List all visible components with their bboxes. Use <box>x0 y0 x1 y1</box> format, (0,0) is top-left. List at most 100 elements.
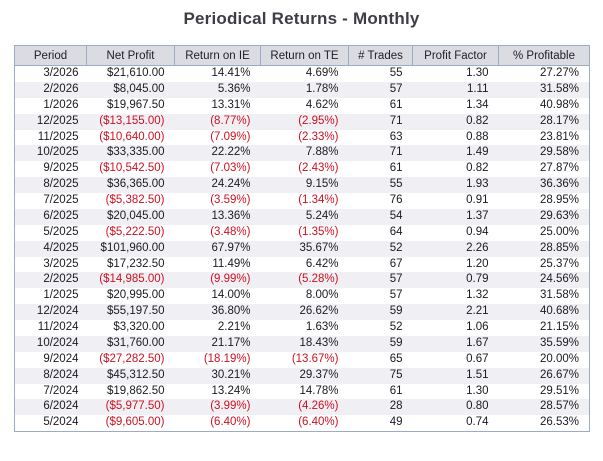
cell-trades: 61 <box>389 384 403 397</box>
cell-trades: 59 <box>389 336 403 349</box>
table-row: 10/2025 $33,335.00 22.22% 7.88% 71 1.49 29.58% <box>14 145 590 162</box>
cell-return-on-te: (2.33%) <box>298 130 339 143</box>
cell-trades: 49 <box>389 416 403 429</box>
cell-return-on-te: (5.28%) <box>298 273 339 286</box>
cell-return-on-ie: 14.00% <box>211 289 251 302</box>
cell-pct-profitable: 24.56% <box>539 273 579 286</box>
cell-return-on-te: (6.40%) <box>298 416 339 429</box>
cell-trades: 55 <box>389 178 403 191</box>
cell-pct-profitable: 27.87% <box>539 162 579 175</box>
cell-period: 1/2026 <box>43 98 79 111</box>
cell-return-on-te: 1.78% <box>305 82 339 95</box>
cell-period: 10/2024 <box>36 336 79 349</box>
table-row: 9/2025 ($10,542.50) (7.03%) (2.43%) 61 0.82 27… <box>15 161 590 177</box>
cell-return-on-te: 8.00% <box>305 289 339 302</box>
cell-return-on-te: 9.15% <box>305 178 339 191</box>
cell-pct-profitable: 31.58% <box>539 82 579 95</box>
cell-net-profit: ($14,985.00) <box>99 273 165 286</box>
cell-period: 7/2025 <box>43 194 79 206</box>
periodical-returns-table: Period Net Profit Return on IE Return on… <box>14 45 590 433</box>
cell-pct-profitable: 28.85% <box>539 241 579 254</box>
cell-return-on-ie: 22.22% <box>211 146 251 159</box>
cell-net-profit: $45,312.50 <box>106 368 165 381</box>
table-row: 1/2026 $19,967.50 13.31% 4.62% 61 1.34 40.98% <box>15 98 590 114</box>
column-header-profit-factor: Profit Factor <box>412 45 499 66</box>
cell-period: 5/2024 <box>43 416 79 429</box>
cell-return-on-ie: (3.99%) <box>210 400 251 413</box>
cell-pct-profitable: 25.00% <box>539 225 579 238</box>
cell-period: 12/2024 <box>36 305 79 318</box>
cell-profit-factor: 0.88 <box>466 130 489 143</box>
cell-pct-profitable: 26.67% <box>539 368 579 381</box>
cell-return-on-te: 5.24% <box>305 209 339 222</box>
cell-pct-profitable: 26.53% <box>539 416 579 429</box>
table-row: 3/2026 $21,610.00 14.41% 4.69% 55 1.30 27.27% <box>15 66 590 82</box>
table-row: 11/2025 ($10,640.00) (7.09%) (2.33%) 63 0.88 2… <box>15 130 590 146</box>
cell-net-profit: ($10,640.00) <box>99 130 165 143</box>
cell-return-on-te: 35.67% <box>299 241 339 254</box>
cell-net-profit: $36,365.00 <box>106 178 165 191</box>
cell-period: 9/2025 <box>43 162 79 175</box>
cell-pct-profitable: 40.68% <box>539 305 579 318</box>
table-row: 5/2025 ($5,222.50) (3.48%) (1.35%) 64 0.94 25.… <box>15 225 590 241</box>
cell-return-on-ie: (9.99%) <box>210 273 251 286</box>
table-row: 5/2024 ($9,605.00) (6.40%) (6.40%) 49 0.74 26.… <box>15 415 590 431</box>
cell-return-on-te: (4.26%) <box>298 400 339 413</box>
column-header-period: Period <box>14 45 87 66</box>
cell-profit-factor: 1.30 <box>466 384 489 397</box>
cell-pct-profitable: 36.36% <box>539 178 579 191</box>
cell-net-profit: ($27,282.50) <box>99 352 165 365</box>
column-header-return-on-ie: Return on IE <box>174 45 261 66</box>
column-header-net-profit: Net Profit <box>86 45 175 66</box>
cell-profit-factor: 0.91 <box>466 194 489 206</box>
cell-pct-profitable: 35.59% <box>539 336 579 349</box>
cell-period: 11/2024 <box>37 321 79 333</box>
cell-pct-profitable: 21.15% <box>539 321 579 333</box>
cell-return-on-te: 18.43% <box>299 336 339 349</box>
cell-trades: 54 <box>389 209 403 222</box>
cell-return-on-te: 7.88% <box>305 146 339 159</box>
cell-period: 11/2025 <box>37 130 79 143</box>
cell-pct-profitable: 23.81% <box>539 130 579 143</box>
cell-profit-factor: 0.94 <box>466 225 489 238</box>
table-row: 3/2025 $17,232.50 11.49% 6.42% 67 1.20 25.37% <box>15 257 590 273</box>
cell-period: 10/2025 <box>36 146 79 159</box>
cell-pct-profitable: 40.98% <box>539 98 579 111</box>
cell-return-on-ie: 13.31% <box>211 98 251 111</box>
table-row: 12/2024 $55,197.50 36.80% 26.62% 59 2.21 40.68… <box>14 304 590 320</box>
header-row: Period Net Profit Return on IE Return on… <box>14 45 590 66</box>
cell-net-profit: ($10,542.50) <box>99 162 165 175</box>
cell-pct-profitable: 29.51% <box>539 384 579 397</box>
cell-return-on-ie: 30.21% <box>211 368 251 381</box>
cell-trades: 71 <box>389 146 403 159</box>
cell-trades: 76 <box>389 194 403 206</box>
cell-net-profit: ($5,222.50) <box>105 225 165 238</box>
cell-profit-factor: 0.82 <box>466 114 489 127</box>
cell-profit-factor: 0.79 <box>466 273 489 286</box>
table-row: 2/2025 ($14,985.00) (9.99%) (5.28%) 57 0.79 24… <box>14 272 590 289</box>
cell-period: 2/2025 <box>43 273 79 286</box>
cell-period: 5/2025 <box>43 225 79 238</box>
cell-return-on-ie: 13.24% <box>211 384 251 397</box>
cell-return-on-ie: 13.36% <box>211 209 251 222</box>
cell-profit-factor: 2.26 <box>466 241 489 254</box>
cell-profit-factor: 0.67 <box>466 352 489 365</box>
cell-net-profit: $55,197.50 <box>106 305 165 318</box>
cell-profit-factor: 1.49 <box>466 146 489 159</box>
cell-period: 2/2026 <box>43 82 79 95</box>
cell-net-profit: $21,610.00 <box>106 67 165 79</box>
cell-net-profit: $8,045.00 <box>113 82 165 95</box>
cell-pct-profitable: 25.37% <box>539 257 579 270</box>
cell-period: 1/2025 <box>43 289 79 302</box>
cell-profit-factor: 1.06 <box>466 321 489 333</box>
cell-profit-factor: 0.82 <box>466 162 489 175</box>
cell-net-profit: ($5,382.50) <box>105 194 165 206</box>
table-row: 6/2025 $20,045.00 13.36% 5.24% 54 1.37 29.63% <box>14 208 590 225</box>
cell-period: 12/2025 <box>36 114 79 127</box>
page-title: Periodical Returns - Monthly <box>183 9 420 28</box>
cell-return-on-te: (2.95%) <box>298 114 339 127</box>
cell-pct-profitable: 29.58% <box>539 146 579 159</box>
table-row: 9/2024 ($27,282.50) (18.19%) (13.67%) 65 0.67… <box>15 352 590 368</box>
table-row: 1/2025 $20,995.00 14.00% 8.00% 57 1.32 31.58% <box>15 288 590 304</box>
cell-return-on-te: 1.63% <box>305 321 339 333</box>
